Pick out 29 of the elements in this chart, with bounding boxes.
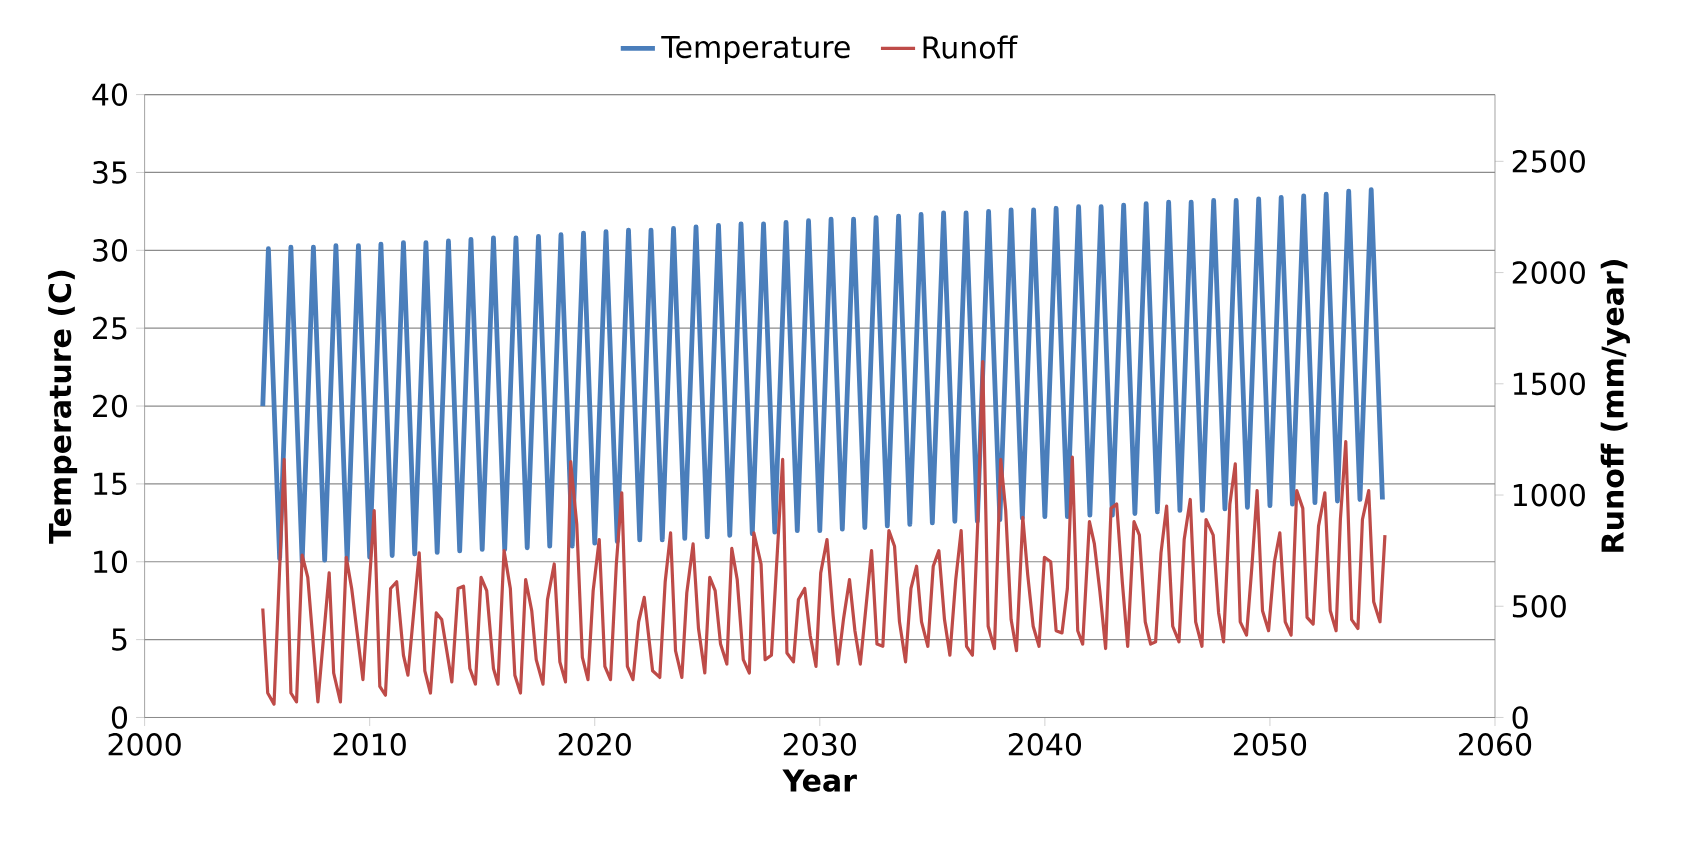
y2-tick-label: 2000 bbox=[1512, 261, 1585, 284]
x-tick-label: 2040 bbox=[1008, 733, 1082, 756]
y-tick-label: 35 bbox=[93, 161, 127, 184]
x-tick-label: 2000 bbox=[108, 733, 181, 756]
y-tick-label: 10 bbox=[94, 550, 128, 574]
y-tick-label: 5 bbox=[112, 628, 127, 651]
y2-tick-label: 500 bbox=[1512, 594, 1566, 618]
y-tick-label: 0 bbox=[111, 706, 128, 729]
y2-tick-label: 1500 bbox=[1513, 372, 1585, 396]
y2-tick-label: 1000 bbox=[1513, 483, 1585, 507]
y-tick-label: 20 bbox=[93, 394, 128, 418]
x-tick-label: 2010 bbox=[333, 733, 406, 756]
y-tick-label: 25 bbox=[93, 316, 127, 340]
line-series bbox=[261, 359, 1387, 706]
x-axis-title: Year bbox=[782, 769, 857, 792]
y2-axis-title: Runoff (mm/year) bbox=[1600, 260, 1630, 552]
x-tick-label: 2050 bbox=[1233, 733, 1307, 756]
y2-tick-label: 2500 bbox=[1512, 149, 1585, 173]
y-tick-label: 40 bbox=[92, 83, 128, 106]
legend-label: Temperature bbox=[661, 35, 850, 65]
x-tick-label: 2060 bbox=[1459, 733, 1532, 756]
y2-tick-label: 0 bbox=[1512, 706, 1528, 729]
line-series bbox=[260, 187, 1385, 565]
legend-label: Runoff bbox=[923, 35, 1018, 59]
y-tick-label: 15 bbox=[94, 472, 127, 496]
y-tick-label: 30 bbox=[93, 238, 128, 262]
y-axis-title: Temperature (C) bbox=[48, 270, 78, 544]
x-tick-label: 2020 bbox=[558, 733, 631, 756]
x-tick-label: 2030 bbox=[783, 733, 856, 756]
